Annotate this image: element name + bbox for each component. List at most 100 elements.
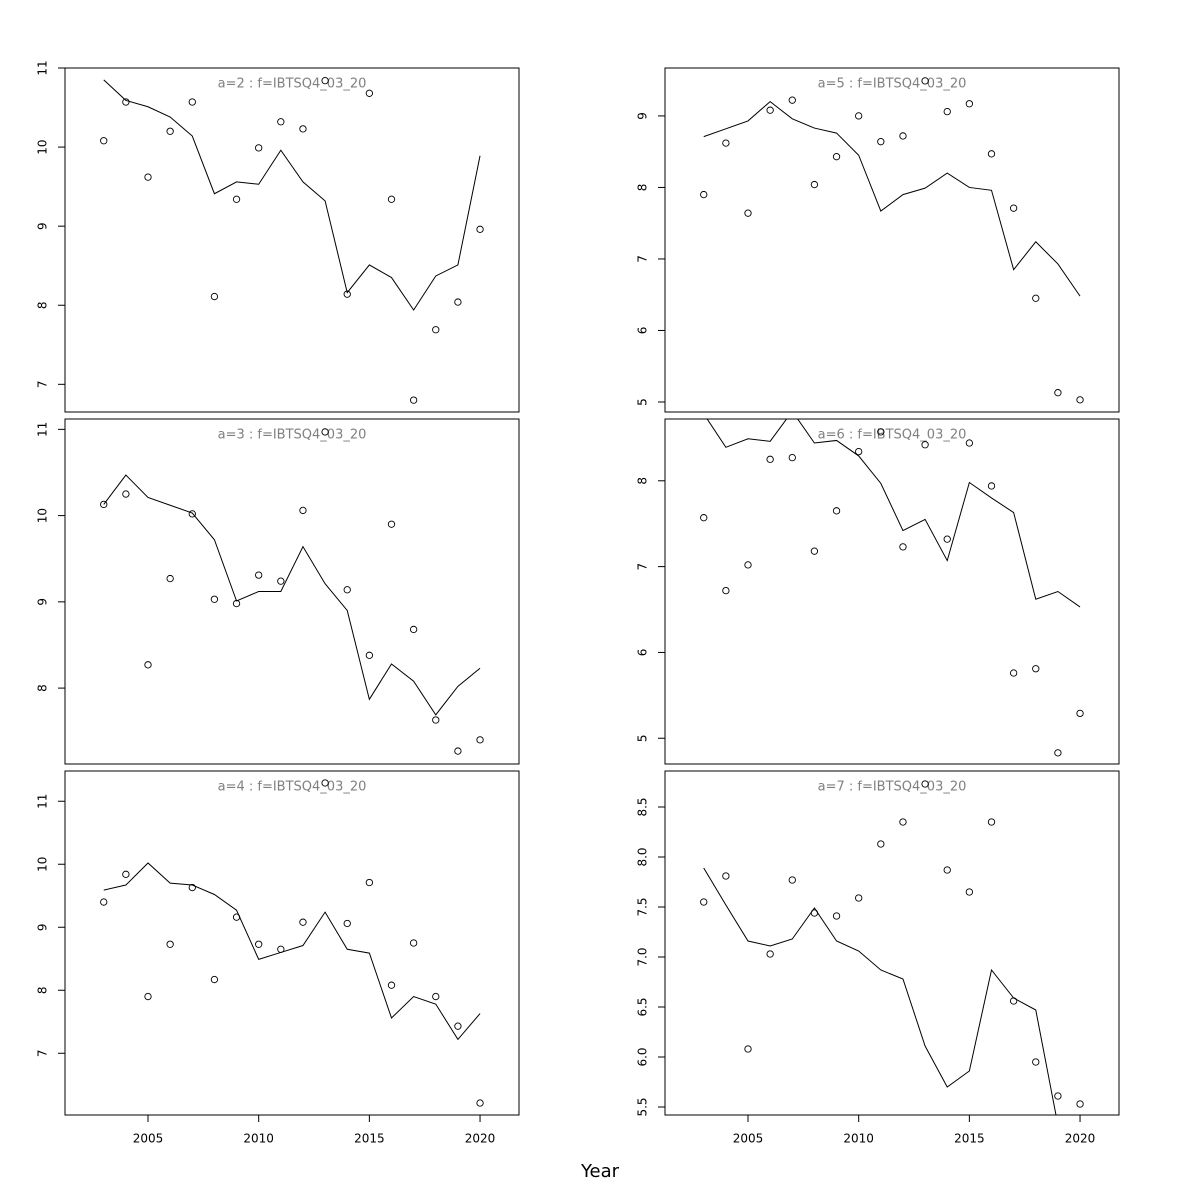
observed-point bbox=[899, 818, 907, 826]
observed-point bbox=[810, 547, 819, 555]
y-tick-label: 8 bbox=[36, 684, 50, 692]
observed-point bbox=[144, 992, 152, 1001]
observed-point bbox=[321, 428, 329, 436]
plot-area bbox=[700, 77, 1084, 404]
observed-point bbox=[965, 100, 974, 108]
x-tick-label: 2020 bbox=[1065, 1132, 1096, 1146]
x-tick-label: 2005 bbox=[133, 1132, 164, 1146]
observed-point bbox=[899, 132, 907, 140]
y-tick-label: 5 bbox=[636, 734, 650, 742]
observed-point bbox=[409, 625, 418, 634]
y-tick-label: 6.0 bbox=[636, 1047, 650, 1066]
observed-point bbox=[432, 326, 440, 334]
y-tick-label: 8 bbox=[36, 986, 50, 994]
observed-point bbox=[766, 455, 774, 463]
observed-point bbox=[1009, 669, 1018, 677]
y-tick-label: 9 bbox=[36, 923, 50, 931]
y-tick-label: 7 bbox=[36, 381, 50, 389]
y-tick-label: 10 bbox=[36, 508, 50, 523]
x-axis-label: Year bbox=[580, 1161, 620, 1182]
y-tick-label: 5 bbox=[636, 398, 650, 406]
y-tick-label: 11 bbox=[36, 422, 50, 437]
observed-point bbox=[921, 77, 929, 85]
observed-point bbox=[100, 500, 108, 509]
panel-title: a=3 : f=IBTSQ4_03_20 bbox=[218, 428, 367, 443]
observed-point bbox=[188, 98, 196, 106]
plot-area bbox=[700, 780, 1084, 1115]
observed-point bbox=[210, 975, 219, 984]
observed-point bbox=[943, 866, 951, 874]
observed-point bbox=[476, 225, 484, 233]
observed-point bbox=[722, 586, 730, 595]
observed-point bbox=[855, 447, 863, 456]
y-tick-label: 7 bbox=[36, 1049, 50, 1057]
observed-point bbox=[832, 153, 841, 161]
observed-point bbox=[232, 195, 241, 203]
panel-frame bbox=[664, 67, 1120, 413]
observed-point bbox=[965, 439, 974, 447]
observed-point bbox=[1076, 709, 1084, 718]
observed-point bbox=[855, 894, 863, 902]
y-tick-label: 7.5 bbox=[636, 897, 650, 916]
y-tick-label: 10 bbox=[36, 139, 50, 154]
observed-point bbox=[877, 138, 885, 146]
observed-point bbox=[877, 840, 885, 848]
observed-point bbox=[1032, 665, 1040, 673]
y-tick-label: 8.0 bbox=[636, 847, 650, 866]
panel-title: a=7 : f=IBTSQ4_03_20 bbox=[818, 780, 967, 795]
x-tick-label: 2010 bbox=[243, 1132, 274, 1146]
y-tick-label: 9 bbox=[36, 598, 50, 606]
observed-point bbox=[277, 577, 285, 585]
fitted-line bbox=[103, 862, 481, 1041]
observed-point bbox=[744, 209, 752, 217]
observed-point bbox=[1054, 749, 1062, 757]
observed-point bbox=[788, 876, 796, 884]
observed-point bbox=[299, 918, 307, 926]
observed-point bbox=[365, 651, 374, 659]
observed-point bbox=[365, 89, 374, 97]
panel-title: a=6 : f=IBTSQ4_03_20 bbox=[818, 428, 967, 443]
y-tick-label: 8.5 bbox=[636, 797, 650, 816]
observed-point bbox=[1076, 1100, 1084, 1108]
observed-point bbox=[788, 453, 796, 462]
observed-point bbox=[899, 543, 907, 551]
observed-point bbox=[365, 878, 374, 887]
observed-point bbox=[122, 98, 130, 106]
y-tick-label: 9 bbox=[636, 112, 650, 120]
observed-point bbox=[744, 561, 752, 569]
observed-point bbox=[943, 107, 951, 116]
panel-frame bbox=[664, 418, 1120, 765]
observed-point bbox=[321, 77, 329, 85]
observed-point bbox=[766, 106, 774, 114]
observed-point bbox=[1054, 389, 1062, 397]
observed-point bbox=[277, 118, 285, 126]
y-tick-label: 6 bbox=[636, 649, 650, 657]
observed-point bbox=[855, 112, 863, 120]
panel-title: a=5 : f=IBTSQ4_03_20 bbox=[818, 77, 967, 92]
observed-point bbox=[210, 595, 219, 603]
y-tick-label: 9 bbox=[36, 222, 50, 230]
x-tick-label: 2005 bbox=[733, 1132, 764, 1146]
observed-point bbox=[744, 1045, 752, 1053]
y-tick-label: 7 bbox=[636, 255, 650, 263]
observed-point bbox=[409, 939, 418, 947]
observed-point bbox=[432, 716, 440, 724]
observed-point bbox=[343, 919, 351, 928]
observed-point bbox=[188, 883, 196, 892]
observed-point bbox=[343, 290, 351, 298]
observed-point bbox=[965, 888, 974, 896]
plot-area bbox=[100, 428, 484, 755]
observed-point bbox=[232, 913, 241, 921]
x-tick-label: 2015 bbox=[354, 1132, 385, 1146]
panel-frame bbox=[664, 770, 1120, 1116]
observed-point bbox=[832, 507, 841, 515]
observed-point bbox=[122, 490, 130, 498]
observed-point bbox=[832, 912, 841, 920]
observed-point bbox=[166, 127, 174, 135]
observed-point bbox=[987, 150, 996, 158]
plot-area bbox=[700, 419, 1084, 757]
plot-area bbox=[100, 779, 484, 1107]
observed-point bbox=[166, 574, 174, 583]
observed-point bbox=[1076, 396, 1084, 404]
